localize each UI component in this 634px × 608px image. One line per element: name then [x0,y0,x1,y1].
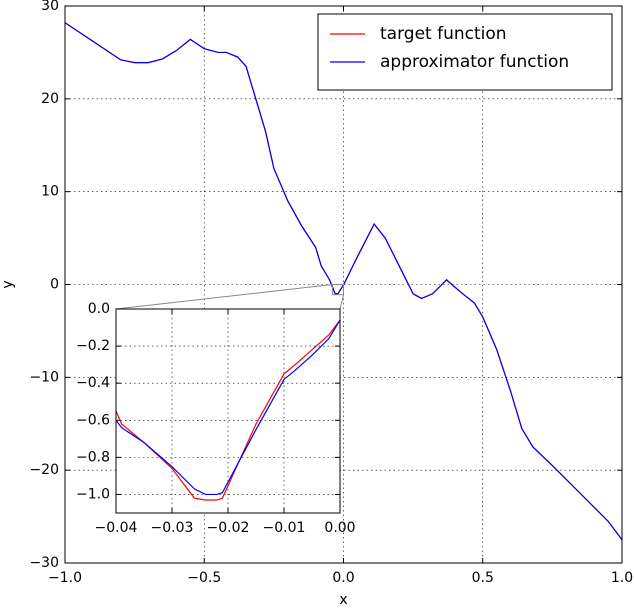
legend-label: target function [380,24,507,44]
y-tick-label: −0.8 [76,449,110,465]
y-tick-label: −0.6 [76,412,110,428]
plot-area [116,309,340,513]
y-tick-label: −30 [29,555,59,571]
x-tick-label: 0.5 [472,570,494,586]
y-axis-label: y [0,280,16,288]
axes-frame [115,308,341,514]
legend-box [317,13,613,91]
zoom-connector [339,294,344,310]
x-tick-label: −0.01 [263,520,306,536]
legend-label: approximator function [380,52,569,72]
y-tick-label: 30 [41,0,59,14]
y-tick-label: 0 [50,277,59,293]
zoom-region [331,284,344,296]
x-tick-label: −0.03 [151,520,194,536]
zoom-connector [115,284,333,310]
x-tick-label: −0.02 [207,520,250,536]
y-tick-label: −10 [29,369,59,385]
x-tick-label: 0.00 [324,520,355,536]
y-tick-label: −20 [29,462,59,478]
y-tick-label: 0.0 [88,301,110,317]
x-tick-label: 1.0 [611,570,633,586]
x-tick-label: −0.04 [95,520,138,536]
y-tick-label: −0.4 [76,375,110,391]
x-tick-label: −1.0 [48,570,82,586]
x-axis-label: x [339,592,347,608]
x-tick-label: −0.5 [187,570,221,586]
data-line [116,319,340,496]
axes-frame [64,5,623,564]
y-tick-label: −0.2 [76,338,110,354]
y-tick-label: −1.0 [76,486,110,502]
x-tick-label: 0.0 [332,570,354,586]
data-line [65,22,622,541]
y-tick-label: 20 [41,91,59,107]
y-tick-label: 10 [41,184,59,200]
